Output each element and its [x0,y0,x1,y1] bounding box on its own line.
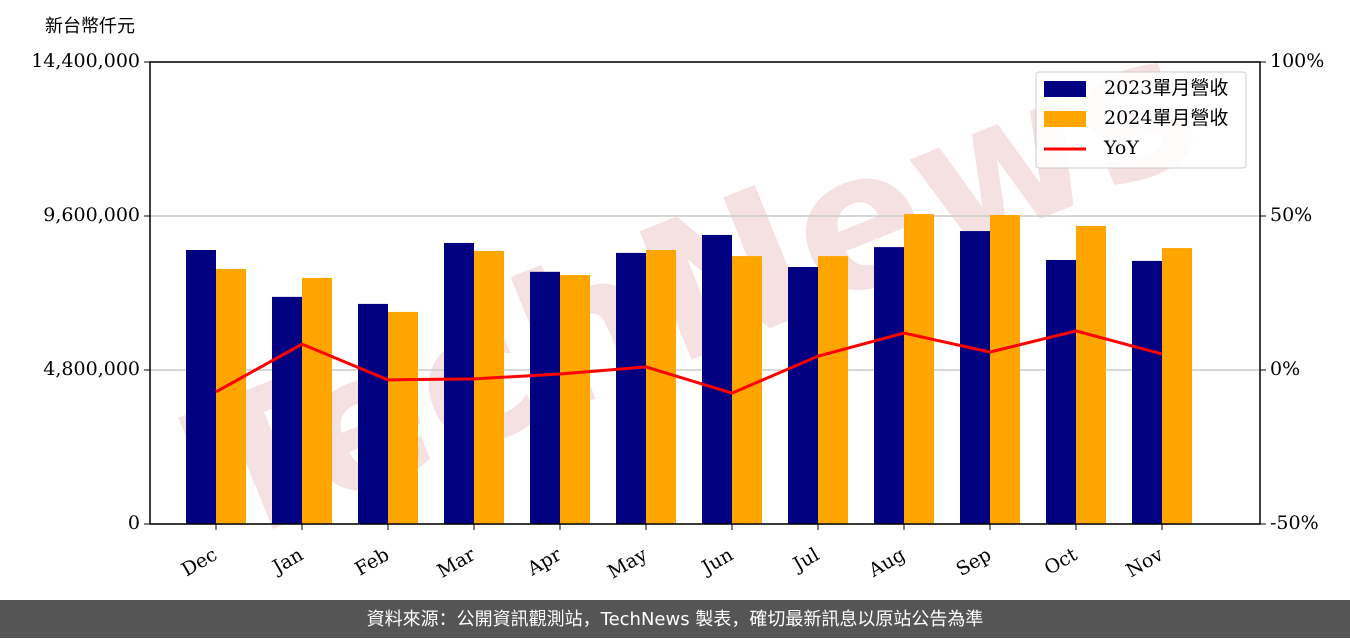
x-tick-label: Oct [1041,543,1082,579]
bar [616,252,646,525]
footer: 資料來源：公開資訊觀測站，TechNews 製表，確切最新訊息以原站公告為準 [367,609,984,630]
legend-swatch [1044,81,1086,97]
y-unit-label: 新台幣仟元 [45,16,135,37]
x-tick-label: Nov [1122,543,1167,582]
bar [874,247,904,524]
bar [444,242,474,524]
y2-tick-label: 0% [1270,358,1300,380]
bar [960,231,990,524]
y2-tick-label: -50% [1270,512,1319,534]
bar [702,234,732,524]
bar [1076,225,1106,524]
x-tick-label: Sep [952,544,995,581]
footer-band [0,600,1350,638]
bar [1046,259,1076,524]
bar [1162,248,1192,525]
x-tick-label: Apr [523,543,566,580]
legend-label: YoY [1103,137,1139,159]
bar [1132,260,1162,524]
bar [818,256,848,524]
x-tick-label: Jul [788,544,823,577]
bar [788,267,818,524]
legend-label: 2024單月營收 [1104,107,1228,129]
bar [560,275,590,524]
x-tick-label: Aug [864,544,909,583]
y-tick-label: 14,400,000 [31,50,140,72]
bar [904,214,934,524]
bar [186,250,216,524]
y-tick-label: 4,800,000 [43,358,140,380]
x-tick-label: Feb [351,544,393,581]
bar [474,250,504,525]
bar [646,250,676,524]
bar [388,311,418,524]
y-tick-label: 0 [128,512,140,534]
bar [530,271,560,524]
y2-tick-label: 100% [1270,50,1324,72]
bar [302,277,332,524]
legend-box [1035,71,1247,169]
x-tick-label: Jun [696,544,737,580]
legend-swatch [1044,111,1086,127]
y-tick-label: 9,600,000 [43,204,140,226]
x-tick-label: Mar [433,543,479,582]
bar [216,268,246,524]
plot-frame [149,61,1261,525]
bar [272,296,302,524]
x-tick-label: May [604,543,651,583]
bar [358,303,388,524]
bar [990,215,1020,524]
legend-label: 2023單月營收 [1104,77,1228,99]
y2-tick-label: 50% [1270,204,1312,226]
line [215,329,1163,395]
x-tick-label: Dec [178,544,221,582]
